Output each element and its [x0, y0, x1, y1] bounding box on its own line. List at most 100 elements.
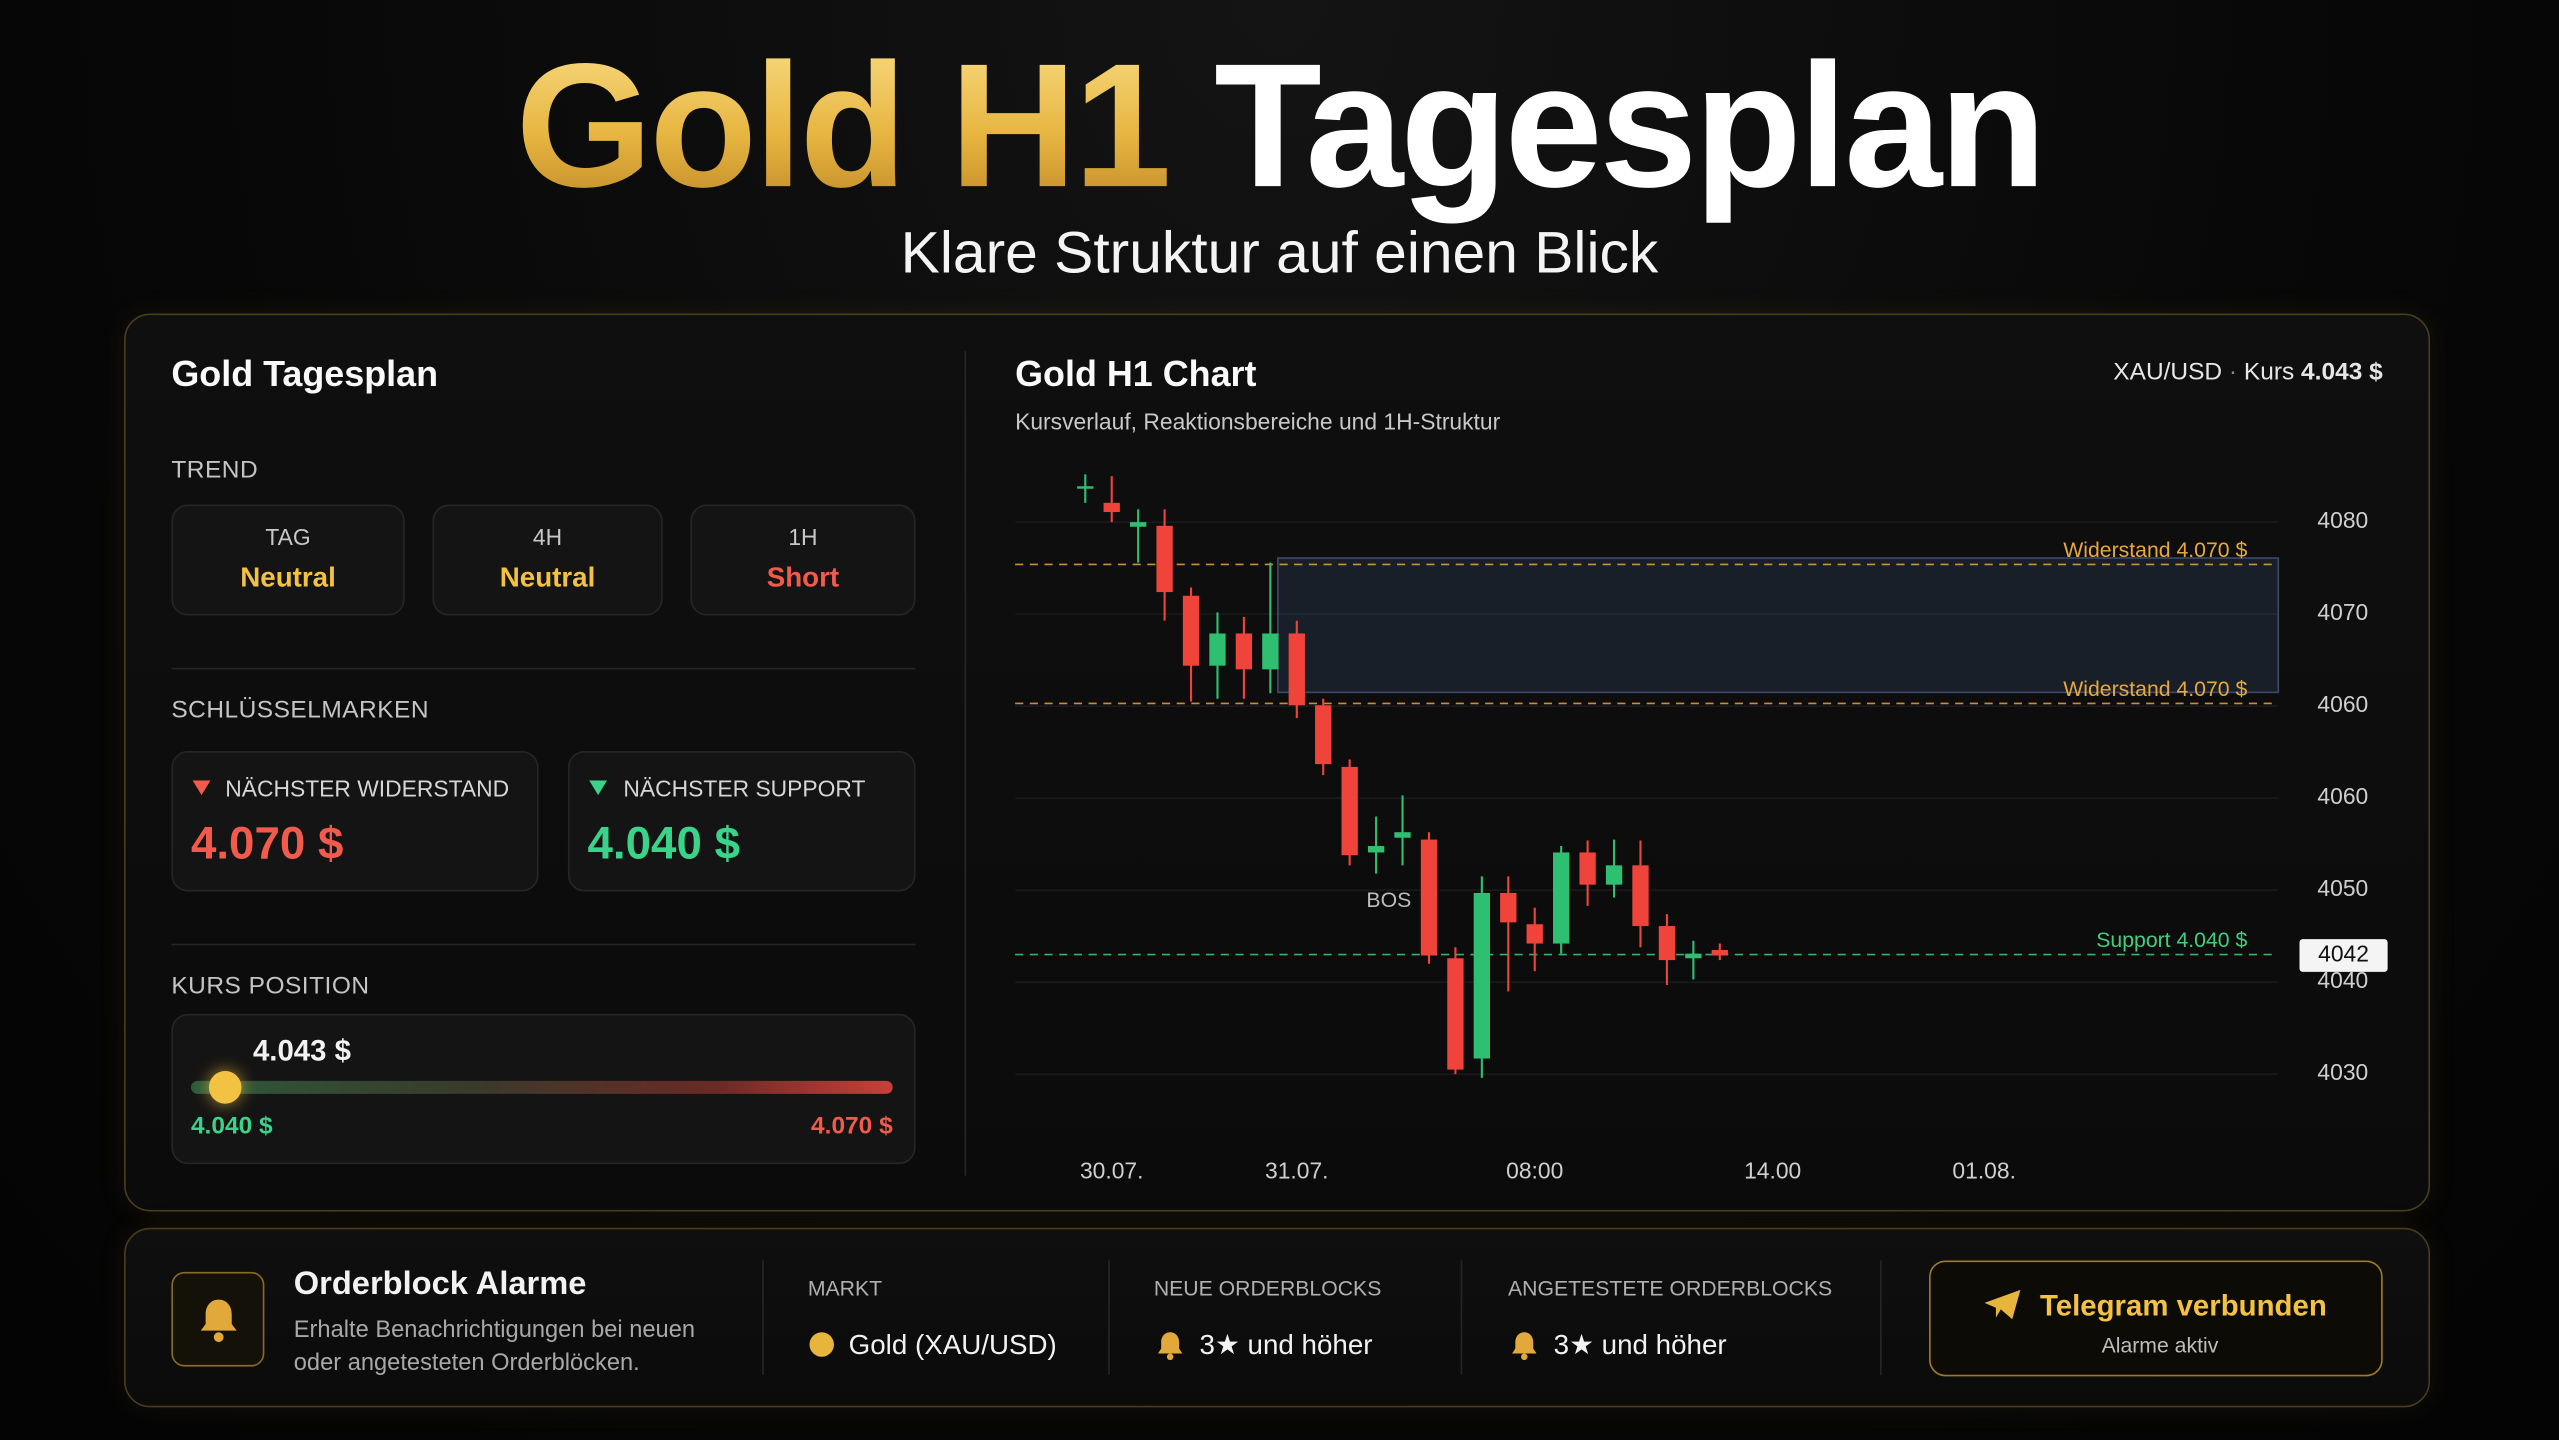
price: 4.043 $	[2301, 358, 2383, 386]
level-label: NÄCHSTER WIDERSTAND	[225, 775, 510, 802]
section-label: KURS POSITION	[171, 972, 370, 1000]
x-tick-label: 14.00	[1744, 1157, 1801, 1183]
price-label: Kurs	[2243, 358, 2295, 386]
level-card	[567, 751, 916, 892]
market-label: MARKT	[807, 1276, 883, 1301]
candle-body	[1685, 953, 1702, 959]
plan-title: Gold Tagesplan	[171, 353, 439, 395]
divider	[171, 667, 916, 670]
section-label: SCHLÜSSELMARKEN	[171, 696, 430, 724]
title-highlight: Gold H1	[515, 26, 1172, 224]
symbol: XAU/USD	[2113, 358, 2223, 386]
candle-body	[1209, 633, 1226, 666]
market-dot	[809, 1332, 834, 1357]
level-value: 4.040 $	[587, 817, 740, 869]
market-value: Gold (XAU/USD)	[848, 1329, 1057, 1361]
candle-body	[1315, 705, 1332, 765]
tested-value: 3★ und höher	[1553, 1329, 1727, 1361]
chart-price-info: XAU/USD · Kurs 4.043 $	[2113, 358, 2383, 386]
candle-body	[1182, 595, 1200, 666]
bell-icon	[1512, 1332, 1537, 1361]
candle-body	[1632, 865, 1649, 927]
divider	[964, 351, 967, 1176]
x-tick-label: 31.07.	[1265, 1157, 1329, 1183]
level-card	[171, 751, 539, 892]
candle-body	[1711, 949, 1728, 956]
telegram-button[interactable]	[1929, 1260, 2383, 1377]
candle-body	[1129, 522, 1147, 527]
divider	[1460, 1260, 1463, 1375]
level-label: NÄCHSTER SUPPORT	[623, 775, 866, 802]
divider	[1880, 1260, 1882, 1375]
divider	[1108, 1260, 1110, 1375]
last-price-box	[2299, 939, 2388, 972]
annotation: BOS	[1366, 889, 1411, 912]
tested-label: ANGETESTETE ORDERBLOCKS	[1507, 1276, 1833, 1301]
y-tick-label: 4060	[2317, 691, 2368, 717]
candle-body	[1579, 852, 1596, 885]
trend-value: Neutral	[499, 562, 596, 594]
y-tick-label: 4050	[2317, 875, 2368, 901]
candle-body	[1077, 486, 1094, 489]
telegram-icon	[1984, 1289, 2021, 1320]
trend-value: Short	[766, 562, 840, 594]
candle-body	[1526, 924, 1543, 944]
candle-body	[1103, 502, 1120, 513]
divider	[171, 943, 916, 946]
down-triangle	[192, 780, 211, 796]
level-value: 4.070 $	[190, 817, 344, 869]
candle-body	[1420, 839, 1438, 956]
candle-body	[1605, 865, 1623, 885]
trend-card	[171, 504, 405, 616]
level-label: Widerstand 4.070 $	[2063, 678, 2247, 701]
candle-body	[1500, 892, 1517, 923]
candle-body	[1553, 852, 1570, 944]
x-tick-label: 30.07.	[1080, 1157, 1144, 1183]
position-current: 4.043 $	[252, 1034, 351, 1068]
last-price-label: 4042	[2318, 941, 2369, 967]
candle-body	[1156, 525, 1173, 593]
telegram-subtitle: Alarme aktiv	[2101, 1333, 2219, 1358]
y-tick-label: 4070	[2317, 599, 2368, 625]
level-label: Support 4.040 $	[2096, 929, 2247, 952]
x-tick-label: 01.08.	[1952, 1157, 2016, 1183]
chart-title: Gold H1 Chart	[1015, 353, 1257, 395]
y-tick-label: 4060	[2317, 783, 2368, 809]
alerts-description: Erhalte Benachrichtigungen bei neuen ode…	[293, 1317, 696, 1377]
x-tick-label: 08:00	[1506, 1157, 1563, 1183]
y-tick-label: 4030	[2317, 1059, 2368, 1085]
bell-icon	[1157, 1332, 1183, 1361]
candle-body	[1367, 846, 1385, 853]
divider	[762, 1260, 764, 1375]
bell-icon	[200, 1299, 237, 1343]
trend-label: TAG	[265, 524, 311, 551]
position-high: 4.070 $	[811, 1112, 893, 1141]
alerts-title: Orderblock Alarme	[293, 1266, 587, 1303]
chart-subtitle: Kursverlauf, Reaktionsbereiche und 1H-St…	[1015, 408, 1501, 435]
new-value: 3★ und höher	[1199, 1329, 1373, 1361]
trend-value: Neutral	[240, 562, 336, 594]
level-label: Widerstand 4.070 $	[2063, 539, 2247, 562]
candle-body	[1447, 958, 1464, 1070]
position-low: 4.040 $	[190, 1112, 273, 1141]
candle-body	[1473, 892, 1491, 1059]
position-marker	[208, 1071, 242, 1104]
candle-body	[1235, 633, 1253, 670]
trend-label: 4H	[532, 524, 563, 551]
y-tick-label: 4080	[2317, 507, 2368, 533]
position-track	[190, 1080, 893, 1094]
zone	[1277, 557, 2280, 694]
page-subtitle: Klare Struktur auf einen Blick	[900, 218, 1659, 286]
candle-body	[1658, 926, 1676, 961]
down-triangle	[589, 780, 608, 796]
trend-label: 1H	[788, 524, 818, 551]
new-label: NEUE ORDERBLOCKS	[1153, 1276, 1382, 1301]
section-label: TREND	[171, 456, 259, 484]
title-rest: Tagesplan	[1214, 26, 2047, 224]
page-title: Gold H1 Tagesplan	[0, 23, 2559, 227]
candle-body	[1288, 633, 1305, 706]
